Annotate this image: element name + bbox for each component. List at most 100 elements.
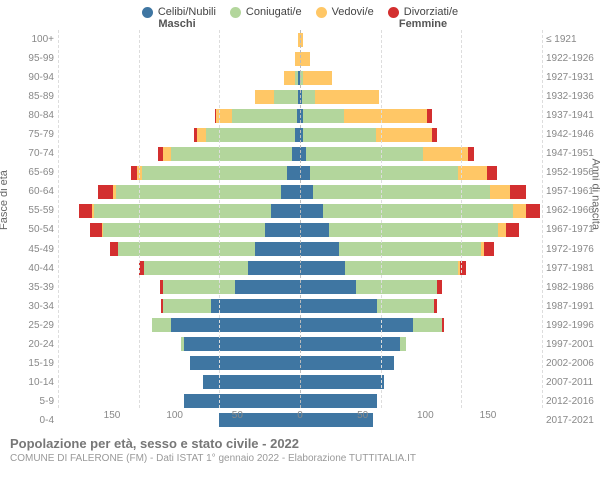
bar-segment: [79, 204, 92, 218]
bar-segment: [487, 166, 497, 180]
bar-segment: [142, 166, 287, 180]
legend-swatch: [388, 7, 399, 18]
legend-swatch: [142, 7, 153, 18]
bar-segment: [300, 394, 377, 408]
bar-segment: [197, 128, 207, 142]
male-bar: [58, 280, 300, 294]
bar-segment: [442, 318, 444, 332]
legend-item: Vedovi/e: [316, 6, 374, 18]
y-axis-left-title: Fasce di età: [0, 170, 10, 230]
bar-segment: [152, 318, 171, 332]
year-label: 1972-1976: [546, 244, 600, 255]
bar-segment: [163, 280, 236, 294]
bar-segment: [306, 147, 422, 161]
x-axis: 15010050050100150: [112, 410, 488, 430]
bar-segment: [300, 223, 329, 237]
bar-segment: [339, 242, 481, 256]
age-label: 70-74: [0, 148, 54, 159]
plot-area: Fasce di età Anni di nascita 100+95-9990…: [0, 30, 600, 430]
year-label: 2007-2011: [546, 377, 600, 388]
bar-segment: [171, 318, 300, 332]
male-bar: [58, 223, 300, 237]
bar-segment: [427, 109, 432, 123]
male-bar: [58, 318, 300, 332]
male-bar: [58, 394, 300, 408]
age-label: 25-29: [0, 320, 54, 331]
female-bar: [300, 223, 542, 237]
male-title: Maschi: [54, 18, 300, 30]
age-label: 5-9: [0, 396, 54, 407]
legend-label: Coniugati/e: [246, 6, 302, 18]
age-label: 80-84: [0, 110, 54, 121]
year-label: 2002-2006: [546, 358, 600, 369]
chart-title: Popolazione per età, sesso e stato civil…: [10, 436, 590, 451]
bar-segment: [300, 242, 339, 256]
female-title: Femmine: [300, 18, 546, 30]
bar-segment: [310, 166, 458, 180]
bar-segment: [300, 318, 413, 332]
bar-segment: [94, 204, 271, 218]
bar-segment: [498, 223, 506, 237]
bar-segment: [356, 280, 437, 294]
x-tick-label: 150: [480, 410, 497, 421]
age-label: 0-4: [0, 415, 54, 426]
male-bar: [58, 52, 300, 66]
female-bar: [300, 71, 542, 85]
bar-segment: [329, 223, 498, 237]
female-bar: [300, 185, 542, 199]
footer: Popolazione per età, sesso e stato civil…: [0, 430, 600, 464]
x-tick-label: 50: [357, 410, 368, 421]
year-label: 1932-1936: [546, 91, 600, 102]
male-bar: [58, 337, 300, 351]
bar-segment: [281, 185, 300, 199]
bar-segment: [302, 90, 315, 104]
bar-segment: [344, 109, 428, 123]
bars-area: 15010050050100150: [58, 30, 542, 430]
age-label: 90-94: [0, 72, 54, 83]
bar-segment: [315, 90, 380, 104]
female-bar: [300, 375, 542, 389]
year-label: 1997-2001: [546, 339, 600, 350]
male-bar: [58, 128, 300, 142]
legend-item: Divorziati/e: [388, 6, 458, 18]
bar-segment: [184, 394, 300, 408]
legend-swatch: [230, 7, 241, 18]
y-axis-right-title: Anni di nascita: [590, 158, 600, 230]
bar-segment: [190, 356, 300, 370]
bar-segment: [323, 204, 513, 218]
female-bar: [300, 52, 542, 66]
bar-segment: [490, 185, 509, 199]
male-bar: [58, 71, 300, 85]
bar-segment: [163, 299, 211, 313]
legend-label: Vedovi/e: [332, 6, 374, 18]
female-bar: [300, 109, 542, 123]
y-axis-age-labels: 100+95-9990-9485-8980-8475-7970-7465-696…: [0, 30, 58, 430]
x-tick-label: 100: [417, 410, 434, 421]
year-label: 2012-2016: [546, 396, 600, 407]
year-label: 1992-1996: [546, 320, 600, 331]
bar-segment: [235, 280, 300, 294]
bar-segment: [287, 166, 300, 180]
bar-segment: [116, 185, 281, 199]
female-bar: [300, 356, 542, 370]
age-label: 75-79: [0, 129, 54, 140]
x-tick-label: 100: [166, 410, 183, 421]
bar-segment: [171, 147, 292, 161]
female-bar: [300, 147, 542, 161]
x-tick-label: 50: [232, 410, 243, 421]
bar-segment: [484, 242, 494, 256]
female-bar: [300, 242, 542, 256]
bar-segment: [184, 337, 300, 351]
bar-segment: [377, 299, 433, 313]
bar-segment: [265, 223, 300, 237]
bar-segment: [232, 109, 297, 123]
bar-segment: [413, 318, 442, 332]
bar-segment: [468, 147, 474, 161]
female-bar: [300, 318, 542, 332]
bar-segment: [206, 128, 295, 142]
bar-segment: [400, 337, 406, 351]
age-label: 20-24: [0, 339, 54, 350]
male-bar: [58, 299, 300, 313]
male-bar: [58, 242, 300, 256]
bar-segment: [345, 261, 458, 275]
